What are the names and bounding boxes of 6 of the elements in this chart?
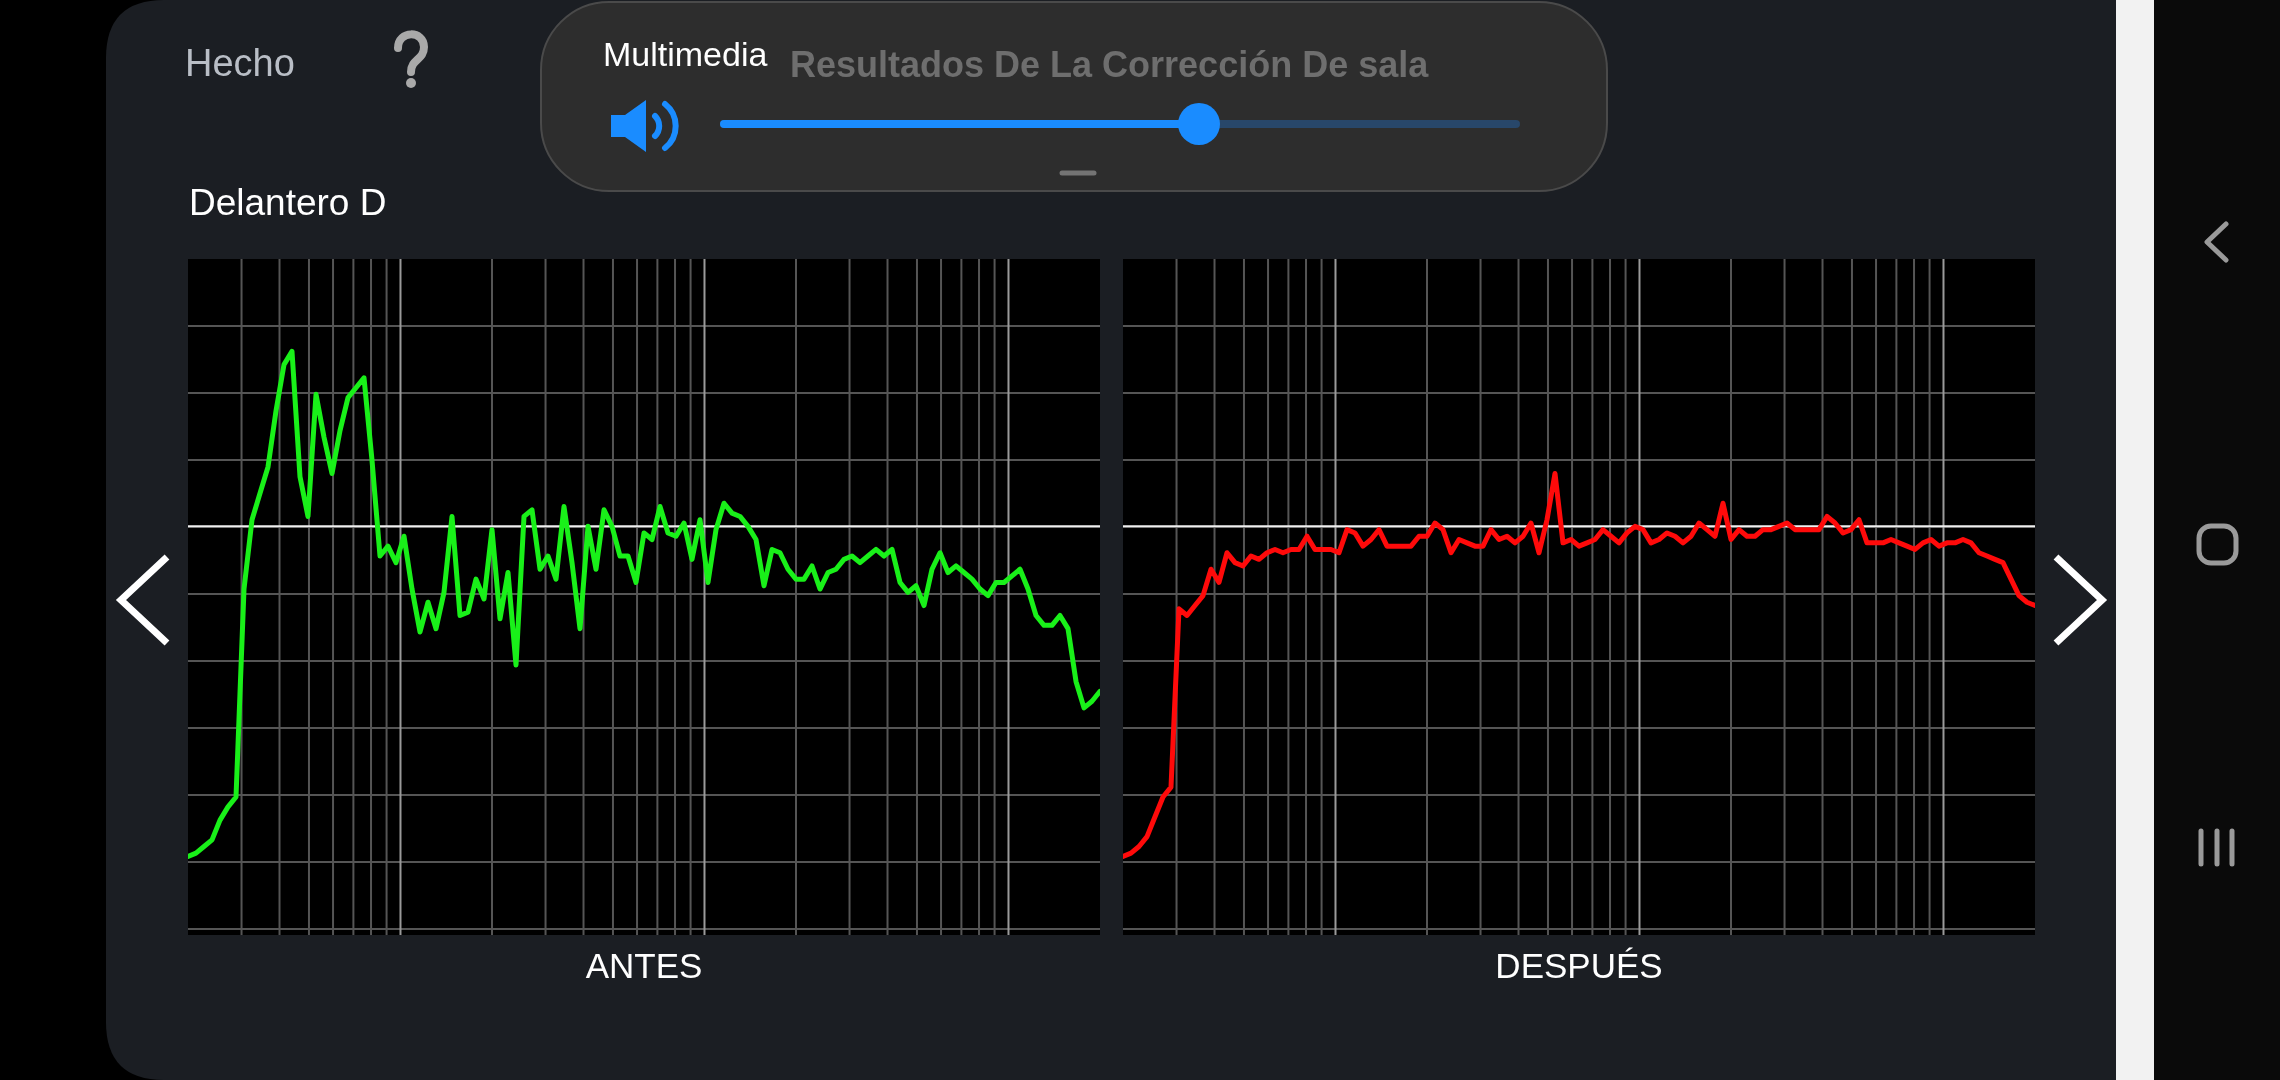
chart-title: Resultados De La Corrección De sala — [790, 44, 1430, 85]
x-axis-title: DESPUÉS — [1495, 946, 1663, 985]
chart-subtitle: Delantero D — [189, 182, 387, 223]
text: Multimedia — [603, 35, 768, 73]
x-axis-title: ANTES — [585, 946, 703, 985]
text: Hecho — [185, 42, 295, 84]
